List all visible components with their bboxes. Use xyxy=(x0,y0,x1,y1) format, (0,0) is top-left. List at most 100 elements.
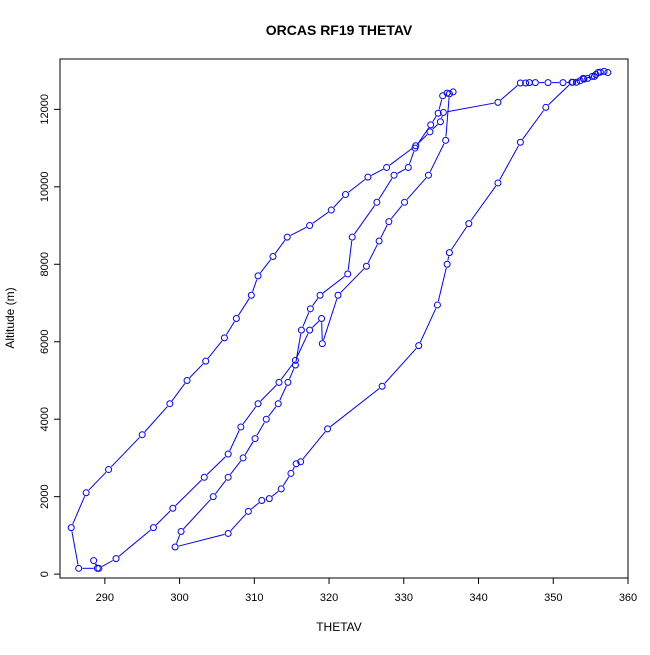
series-segment xyxy=(230,430,239,450)
series-segment xyxy=(341,269,364,293)
data-point xyxy=(225,474,231,480)
series-segment xyxy=(313,212,328,223)
data-point xyxy=(446,250,452,256)
series-segment xyxy=(190,364,203,378)
series-segment xyxy=(176,535,179,543)
data-point xyxy=(437,119,443,125)
series-segment xyxy=(323,299,336,340)
series-segment xyxy=(385,348,417,383)
data-point xyxy=(106,467,112,473)
y-tick-label: 6000 xyxy=(39,329,51,353)
data-point xyxy=(345,271,351,277)
series-segment xyxy=(261,385,277,401)
x-axis-label: THETAV xyxy=(316,620,362,634)
y-tick-label: 10000 xyxy=(39,172,51,203)
data-point xyxy=(379,383,385,389)
series-segment xyxy=(348,179,364,192)
data-point xyxy=(307,223,313,229)
series-segment xyxy=(293,467,295,470)
data-point xyxy=(259,498,265,504)
data-point xyxy=(201,474,207,480)
data-point xyxy=(83,490,89,496)
data-point xyxy=(285,379,291,385)
data-point xyxy=(466,221,472,227)
y-axis-label: Altitude (m) xyxy=(3,287,17,348)
series-segment xyxy=(433,116,436,121)
data-point xyxy=(245,508,251,514)
series-segment xyxy=(145,407,168,432)
data-point xyxy=(167,401,173,407)
series-segment xyxy=(446,98,449,137)
data-point xyxy=(113,556,119,562)
x-tick-label: 300 xyxy=(170,592,188,604)
series-segment xyxy=(407,178,426,199)
series-segment xyxy=(451,227,466,250)
data-point xyxy=(416,343,422,349)
series-segment xyxy=(231,514,246,530)
series-segment xyxy=(501,85,518,99)
x-tick-label: 320 xyxy=(320,592,338,604)
data-point xyxy=(391,172,397,178)
series-segment xyxy=(420,308,436,342)
data-point xyxy=(560,80,566,86)
data-point xyxy=(172,544,178,550)
data-point xyxy=(225,451,231,457)
series-segment xyxy=(257,422,264,435)
data-point xyxy=(255,401,261,407)
data-point xyxy=(517,139,523,145)
data-point xyxy=(363,263,369,269)
series-segment xyxy=(230,461,240,474)
series-segment xyxy=(348,241,352,270)
series-segment xyxy=(89,472,106,490)
data-point xyxy=(428,122,434,128)
data-point xyxy=(440,93,446,99)
data-point xyxy=(150,525,156,531)
y-tick-label: 12000 xyxy=(39,94,51,125)
data-series xyxy=(68,68,611,571)
series-segment xyxy=(283,477,289,486)
data-point xyxy=(319,341,325,347)
series-segment xyxy=(334,197,343,207)
series-segment xyxy=(216,480,226,493)
series-segment xyxy=(523,110,544,139)
series-segment xyxy=(275,240,285,253)
series-segment xyxy=(448,256,449,260)
data-point xyxy=(139,432,145,438)
y-tick-label: 0 xyxy=(39,571,51,577)
series-segment xyxy=(243,407,256,424)
x-tick-label: 330 xyxy=(395,592,413,604)
series-segment xyxy=(226,322,234,335)
data-point xyxy=(335,292,341,298)
series-segment xyxy=(391,205,402,218)
data-point xyxy=(325,426,331,432)
x-tick-label: 350 xyxy=(544,592,562,604)
data-point xyxy=(384,164,390,170)
data-point xyxy=(76,565,82,571)
data-point xyxy=(240,455,246,461)
data-point xyxy=(543,104,549,110)
data-point xyxy=(365,174,371,180)
data-point xyxy=(91,558,97,564)
chart-title: ORCAS RF19 THETAV xyxy=(266,22,413,38)
series-segment xyxy=(176,480,202,506)
series-segment xyxy=(439,99,442,109)
data-point xyxy=(427,129,433,135)
data-point xyxy=(278,486,284,492)
data-point xyxy=(374,199,380,205)
data-point xyxy=(434,302,440,308)
data-point xyxy=(386,219,392,225)
x-tick-label: 340 xyxy=(469,592,487,604)
data-point xyxy=(317,292,323,298)
data-point xyxy=(307,327,313,333)
data-point xyxy=(349,234,355,240)
series-segment xyxy=(381,225,387,238)
series-segment xyxy=(442,116,443,118)
x-tick-label: 290 xyxy=(96,592,114,604)
data-point xyxy=(298,327,304,333)
series-segment xyxy=(430,144,444,172)
data-point xyxy=(284,234,290,240)
series-segment xyxy=(313,298,318,305)
data-point xyxy=(402,199,408,205)
